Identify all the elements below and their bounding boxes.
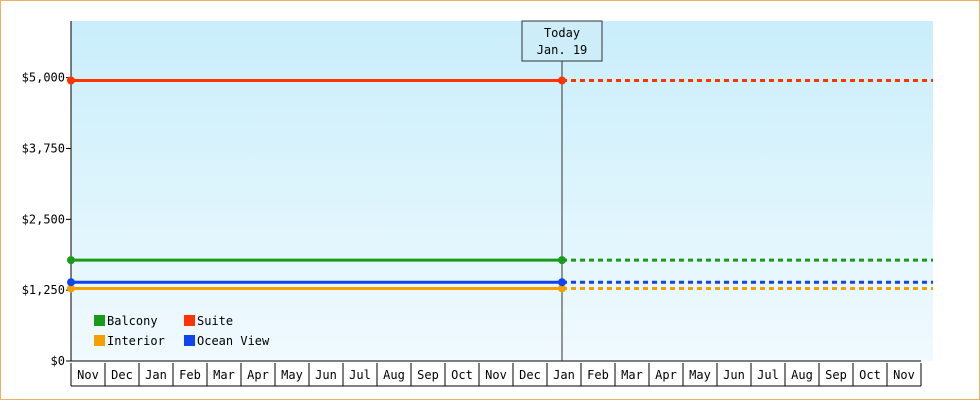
y-tick-label: $1,250 (22, 283, 65, 297)
y-tick-label: $0 (51, 354, 65, 368)
legend: Balcony Suite Interior Ocean View (94, 314, 270, 348)
legend-label: Balcony (107, 314, 158, 328)
series-point-suite (67, 76, 75, 85)
plot-area (71, 21, 933, 361)
series-point-ocean-view (558, 278, 566, 287)
x-tick-label: Apr (247, 368, 269, 382)
legend-swatch (184, 315, 195, 326)
series-point-balcony (67, 256, 75, 265)
x-tick-label: Oct (859, 368, 881, 382)
legend-swatch (94, 315, 105, 326)
x-tick-label: Nov (77, 368, 99, 382)
x-axis: Nov Dec Jan Feb Mar Apr May Jun Jul Aug Sep Oct Nov D… (70, 360, 922, 387)
x-tick-label: May (689, 368, 711, 382)
x-tick-label: Feb (587, 368, 609, 382)
y-tick-label: $2,500 (22, 212, 65, 226)
x-tick-label: Dec (519, 368, 541, 382)
today-box (521, 20, 603, 62)
today-date: Jan. 19 (537, 43, 588, 57)
x-tick-label: Oct (451, 368, 473, 382)
series-point-ocean-view (67, 278, 75, 287)
x-tick-label: Sep (417, 368, 439, 382)
series-point-interior (558, 284, 566, 293)
legend-swatch (94, 335, 105, 346)
series-point-suite (558, 76, 566, 85)
series-point-interior (67, 284, 75, 293)
x-tick-label: May (281, 368, 303, 382)
x-tick-label: Jul (757, 368, 779, 382)
legend-label: Ocean View (197, 334, 270, 348)
x-tick-label: Nov (893, 368, 915, 382)
x-tick-label: Jan (553, 368, 575, 382)
x-tick-label: Jan (145, 368, 167, 382)
x-tick-label: Mar (213, 368, 235, 382)
legend-label: Interior (107, 334, 165, 348)
x-tick-label: Feb (179, 368, 201, 382)
x-tick-label: Sep (825, 368, 847, 382)
x-tick-label: Jul (349, 368, 371, 382)
x-tick-label: Mar (621, 368, 643, 382)
y-axis: $0 $1,250 $2,500 $3,750 $5,000 (22, 21, 72, 368)
y-tick-label: $3,750 (22, 142, 65, 156)
x-tick-label: Apr (655, 368, 677, 382)
x-tick-label: Nov (485, 368, 507, 382)
x-tick-label: Jun (315, 368, 337, 382)
x-tick-label: Aug (791, 368, 813, 382)
x-tick-label: Jun (723, 368, 745, 382)
x-tick-label: Dec (111, 368, 133, 382)
series-lines (67, 76, 933, 293)
y-tick-label: $5,000 (22, 71, 65, 85)
legend-swatch (184, 335, 195, 346)
series-point-balcony (558, 256, 566, 265)
x-tick-label: Aug (383, 368, 405, 382)
legend-label: Suite (197, 314, 233, 328)
today-marker: Today Jan. 19 (521, 20, 603, 361)
today-label: Today (544, 26, 580, 40)
